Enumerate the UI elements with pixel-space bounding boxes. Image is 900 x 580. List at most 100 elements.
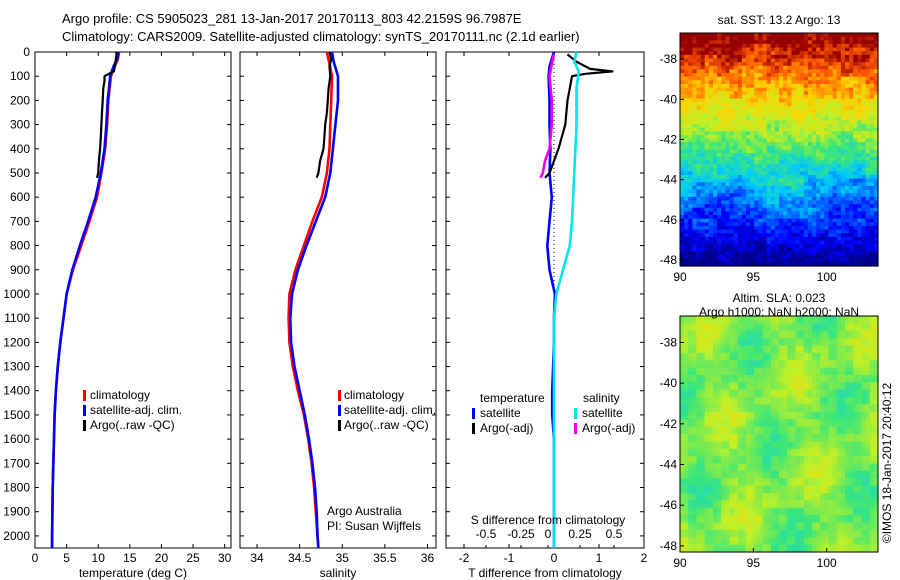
sst_map-cell [845, 127, 850, 132]
sla_map-cell [787, 323, 792, 328]
sst_map-cell [787, 113, 792, 118]
sla_map-cell [849, 363, 854, 369]
sla_map-cell [717, 375, 722, 380]
sst_map-cell [828, 113, 834, 118]
sst_map-cell [799, 189, 805, 194]
sla_map-cell [684, 356, 689, 361]
sst_map-cell [832, 236, 838, 242]
sst_map-cell [787, 258, 792, 263]
sla_map-cell [713, 393, 718, 398]
sla_map-cell [692, 441, 698, 446]
sst_map-cell [713, 222, 718, 227]
sst_map-cell [849, 222, 854, 227]
sla_map-cell [737, 323, 743, 328]
sst_map-cell [824, 102, 830, 107]
sla_map-cell [861, 397, 867, 402]
sst_map-cell [807, 120, 813, 125]
sla_map-cell [729, 352, 735, 358]
sst_map-cell [791, 200, 797, 205]
sla_map-cell [783, 389, 788, 395]
sla_map-cell [746, 426, 751, 431]
sla_map-cell [774, 386, 780, 391]
sst_map-cell [692, 98, 698, 103]
sst_map-cell [849, 116, 854, 121]
sla_map-cell [692, 408, 698, 413]
sst_map-cell [779, 174, 784, 180]
sla_map-cell [857, 345, 863, 350]
sst_map-cell [828, 236, 834, 242]
sst_map-cell [865, 171, 871, 176]
sst_map-cell [700, 33, 706, 38]
sla_map-cell [741, 434, 747, 439]
sst_map-cell [869, 193, 875, 198]
sla_map-cell [750, 378, 755, 383]
sla_map-cell [750, 330, 755, 336]
sla_map-cell [733, 327, 739, 332]
sst_map-cell [861, 178, 867, 183]
sst_map-cell [840, 178, 846, 183]
sst_map-cell [865, 196, 871, 202]
sst_map-cell [840, 258, 846, 263]
sst_map-cell [779, 247, 784, 253]
sst_map-cell [783, 36, 788, 41]
sst_map-cell [700, 40, 706, 45]
sla_map-cell [828, 408, 834, 413]
sst_map-cell [807, 98, 813, 103]
sst_map-cell [779, 233, 784, 238]
sst_map-cell [729, 189, 735, 194]
sla_map-cell [713, 360, 718, 365]
sst_map-cell [869, 127, 875, 132]
sst_map-cell [680, 233, 685, 238]
sst_map-cell [684, 160, 689, 165]
sst_map-cell [737, 124, 743, 129]
sst_map-cell [733, 204, 739, 209]
sst_map-cell [865, 109, 871, 114]
sla_map-cell [836, 371, 842, 376]
sst_map-cell [857, 189, 863, 194]
sst_map-cell [861, 113, 867, 118]
sla_map-cell [733, 323, 739, 328]
sst_map-cell [766, 218, 772, 223]
sst_map-cell [803, 145, 809, 151]
sst_map-cell [832, 102, 838, 107]
sst_map-cell [845, 189, 850, 194]
sla_map-cell [700, 415, 706, 420]
sst_map-cell [836, 134, 842, 140]
sst_map-cell [873, 80, 879, 85]
sla_map-cell [692, 411, 698, 417]
sla_map-cell [869, 341, 875, 347]
sst_map-cell [783, 116, 788, 121]
sst_map-cell [799, 105, 805, 111]
sla_map-cell [688, 426, 693, 431]
sla_map-cell [729, 316, 735, 321]
sst_map-cell [865, 200, 871, 205]
sla_map-cell [836, 334, 842, 339]
sst_map-cell [869, 189, 875, 194]
sst_map-cell [725, 153, 731, 158]
sla_map-cell [865, 349, 871, 354]
sla_map-cell [803, 404, 809, 409]
sst_map-cell [741, 33, 747, 38]
sst_map-cell [840, 54, 846, 60]
sla_map-cell [713, 338, 718, 343]
sla_map-cell [779, 437, 784, 442]
sla_map-cell [812, 426, 817, 431]
sst_map-cell [869, 98, 875, 103]
sst_map-cell [853, 54, 858, 60]
sla_map-cell [737, 411, 743, 417]
sla_map-cell [704, 356, 710, 361]
sst_map-cell [717, 149, 722, 154]
sst_map-cell [820, 258, 825, 263]
sst_map-cell [688, 204, 693, 209]
sst_map-cell [849, 83, 854, 89]
sst_map-cell [700, 76, 706, 81]
sst_map-cell [836, 131, 842, 136]
sst_map-cell [774, 87, 780, 92]
sst_map-cell [828, 142, 834, 147]
sst_map-cell [795, 36, 801, 41]
sst_map-cell [729, 109, 735, 114]
sst_map-cell [873, 47, 879, 52]
sst_map-cell [869, 145, 875, 151]
sst_map-cell [704, 69, 710, 74]
sla_map-cell [779, 367, 784, 372]
